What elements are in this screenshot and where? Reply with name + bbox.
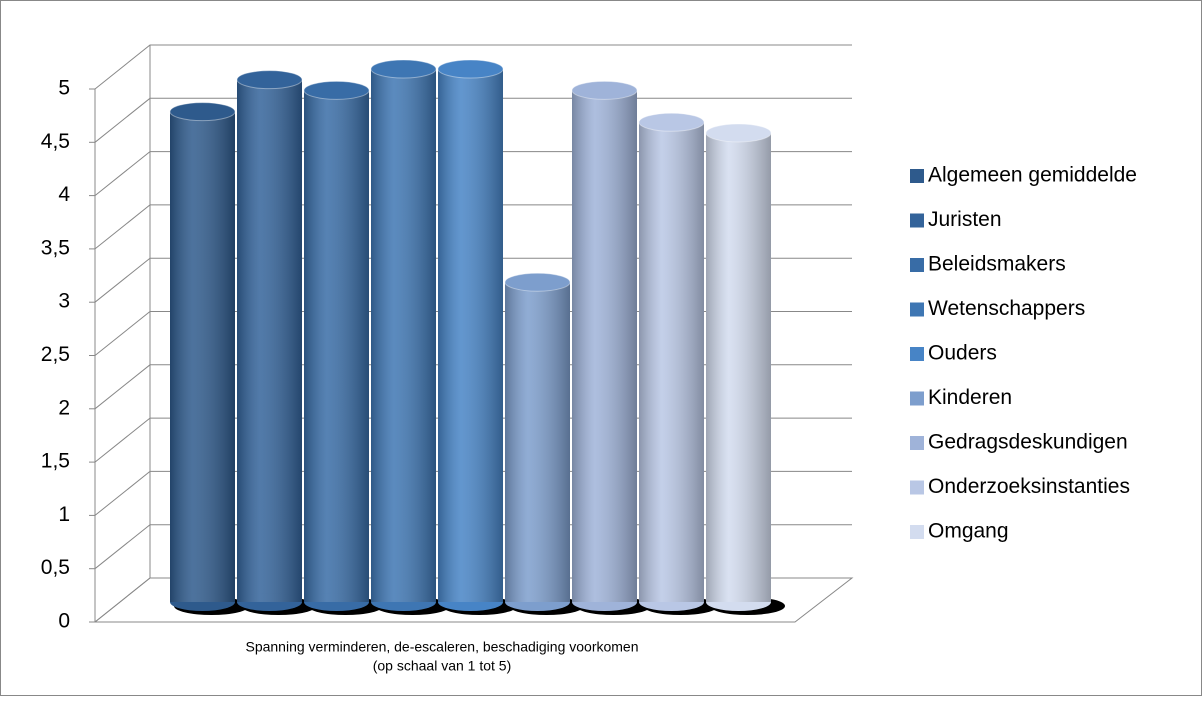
y-tick-label: 0,5	[41, 556, 70, 579]
bar-shade	[438, 69, 503, 602]
legend-label: Beleidsmakers	[928, 253, 1066, 276]
y-tick-label: 3,5	[41, 236, 70, 259]
legend-label: Algemeen gemiddelde	[928, 164, 1137, 187]
bar-top	[370, 59, 437, 79]
y-tick-label: 4,5	[41, 130, 70, 153]
bar-top	[169, 102, 236, 122]
y-tick-label: 1	[58, 503, 70, 526]
bar	[236, 70, 303, 611]
legend-swatch	[910, 347, 924, 361]
bar-shade	[237, 79, 302, 602]
legend-swatch	[910, 302, 924, 317]
legend-swatch	[910, 391, 924, 406]
y-tick-label: 5	[58, 77, 70, 100]
x-axis-label: (op schaal van 1 tot 5)	[373, 658, 512, 674]
y-tick-label: 0	[58, 610, 70, 633]
bar-shade	[639, 122, 704, 603]
bar	[437, 59, 504, 611]
bar-top	[638, 112, 705, 132]
bar-shade	[572, 90, 637, 602]
legend-swatch	[910, 480, 924, 495]
legend-label: Omgang	[928, 520, 1009, 543]
bar	[370, 59, 437, 611]
legend-label: Gedragsdeskundigen	[928, 431, 1128, 454]
legend-label: Juristen	[928, 208, 1002, 231]
legend-swatch	[910, 436, 924, 450]
bar-shade	[706, 132, 771, 602]
legend-label: Onderzoeksinstanties	[928, 475, 1130, 498]
legend-label: Ouders	[928, 342, 997, 365]
bar	[303, 80, 370, 611]
legend-swatch	[910, 525, 924, 539]
legend-swatch	[910, 213, 924, 228]
bar-shade	[371, 69, 436, 602]
legend-label: Wetenschappers	[928, 297, 1085, 320]
legend-label: Kinderen	[928, 386, 1012, 409]
y-tick-label: 1,5	[41, 450, 70, 473]
bar-top	[437, 59, 504, 79]
bar-top	[504, 272, 571, 292]
bar-shade	[304, 90, 369, 602]
bar	[638, 112, 705, 611]
bar	[504, 272, 571, 611]
y-tick-label: 4	[58, 183, 70, 206]
legend-swatch	[910, 258, 924, 272]
bar-top	[236, 70, 303, 90]
y-tick-label: 2	[58, 396, 70, 419]
bar-shade	[170, 111, 235, 602]
bar-shade	[505, 282, 570, 602]
bar	[705, 123, 772, 611]
bar-top	[303, 80, 370, 100]
y-tick-label: 3	[58, 290, 70, 313]
bar	[169, 102, 236, 611]
grid-line	[94, 44, 852, 90]
category-label: Spanning verminderen, de-escaleren, besc…	[245, 639, 638, 655]
bar-top	[571, 80, 638, 100]
bar	[571, 80, 638, 611]
legend-swatch	[910, 169, 924, 183]
bar-top	[705, 123, 772, 143]
y-tick-label: 2,5	[41, 343, 70, 366]
